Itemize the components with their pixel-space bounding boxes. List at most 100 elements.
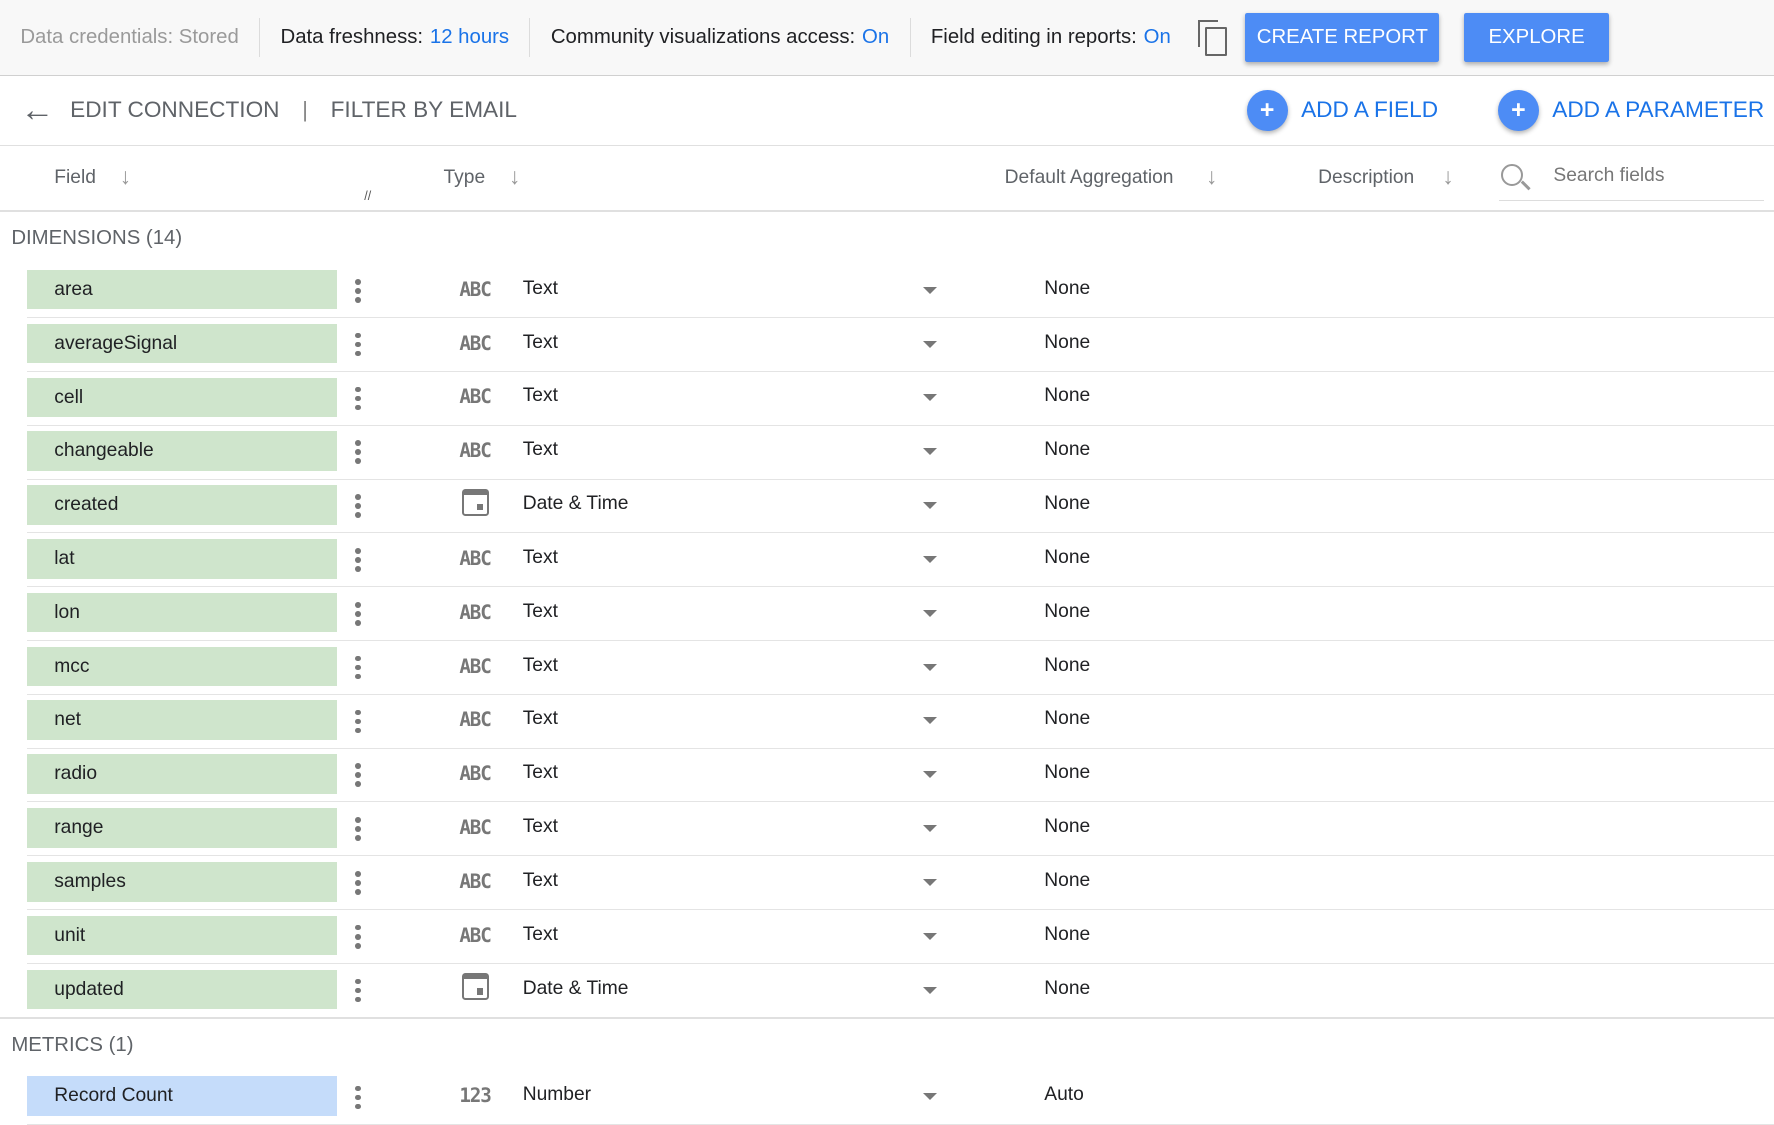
- column-description[interactable]: Description: [1318, 167, 1415, 189]
- search-fields[interactable]: [1499, 159, 1764, 201]
- type-dropdown-caret-icon[interactable]: [923, 663, 938, 671]
- sort-arrow-icon[interactable]: ↓: [119, 163, 132, 189]
- field-name-chip[interactable]: mcc: [27, 646, 338, 687]
- more-vert-icon[interactable]: [355, 921, 362, 952]
- field-type[interactable]: Text: [522, 816, 558, 838]
- field-name-chip[interactable]: updated: [27, 969, 338, 1010]
- create-report-button[interactable]: CREATE REPORT: [1245, 13, 1440, 62]
- column-resize-handle[interactable]: //: [364, 188, 372, 203]
- field-type[interactable]: Text: [522, 385, 558, 407]
- type-dropdown-caret-icon[interactable]: [923, 932, 938, 940]
- field-editing-value[interactable]: On: [1143, 25, 1171, 48]
- more-vert-icon[interactable]: [355, 706, 362, 737]
- type-dropdown-caret-icon[interactable]: [923, 609, 938, 617]
- field-type[interactable]: Text: [522, 546, 558, 568]
- edit-connection-link[interactable]: EDIT CONNECTION: [70, 97, 280, 123]
- default-aggregation[interactable]: Auto: [1044, 1084, 1084, 1106]
- field-type[interactable]: Text: [522, 923, 558, 945]
- search-input[interactable]: [1551, 163, 1760, 188]
- default-aggregation[interactable]: None: [1044, 546, 1091, 568]
- field-name-chip[interactable]: changeable: [27, 431, 338, 471]
- field-name-chip[interactable]: samples: [27, 861, 338, 902]
- default-aggregation[interactable]: None: [1044, 493, 1091, 515]
- more-vert-icon[interactable]: [355, 868, 362, 899]
- field-name-chip[interactable]: net: [27, 700, 338, 741]
- type-dropdown-caret-icon[interactable]: [923, 986, 938, 994]
- more-vert-icon[interactable]: [355, 760, 362, 791]
- field-editing[interactable]: Field editing in reports: On: [911, 18, 1192, 56]
- column-field[interactable]: Field: [54, 167, 96, 189]
- default-aggregation[interactable]: None: [1044, 439, 1091, 461]
- more-vert-icon[interactable]: [355, 652, 362, 683]
- type-dropdown-caret-icon[interactable]: [923, 502, 938, 510]
- field-name-chip[interactable]: averageSignal: [27, 323, 338, 364]
- type-dropdown-caret-icon[interactable]: [923, 340, 938, 348]
- sort-arrow-icon[interactable]: ↓: [1206, 163, 1218, 189]
- default-aggregation[interactable]: None: [1044, 869, 1091, 891]
- default-aggregation[interactable]: None: [1044, 654, 1091, 676]
- type-dropdown-caret-icon[interactable]: [923, 286, 938, 295]
- sort-arrow-icon[interactable]: ↓: [1442, 163, 1454, 189]
- default-aggregation[interactable]: None: [1044, 277, 1091, 299]
- back-arrow-icon[interactable]: ←: [20, 90, 55, 129]
- more-vert-icon[interactable]: [355, 437, 362, 468]
- field-type[interactable]: Text: [522, 869, 558, 891]
- more-vert-icon[interactable]: [355, 1082, 362, 1113]
- type-dropdown-caret-icon[interactable]: [923, 717, 938, 725]
- default-aggregation[interactable]: None: [1044, 331, 1091, 353]
- type-dropdown-caret-icon[interactable]: [923, 394, 938, 402]
- explore-button[interactable]: EXPLORE: [1464, 13, 1609, 62]
- default-aggregation[interactable]: None: [1044, 977, 1091, 999]
- field-name-chip[interactable]: radio: [27, 754, 338, 794]
- field-name-chip[interactable]: lon: [27, 592, 338, 633]
- type-dropdown-caret-icon[interactable]: [923, 1093, 938, 1101]
- copy-icon[interactable]: [1196, 18, 1230, 57]
- more-vert-icon[interactable]: [355, 545, 362, 576]
- type-dropdown-caret-icon[interactable]: [923, 448, 938, 456]
- more-vert-icon[interactable]: [355, 814, 362, 845]
- sort-arrow-icon[interactable]: ↓: [509, 163, 521, 189]
- data-freshness[interactable]: Data freshness: 12 hours: [260, 18, 531, 57]
- more-vert-icon[interactable]: [355, 383, 362, 414]
- field-name-chip[interactable]: area: [27, 269, 338, 310]
- default-aggregation[interactable]: None: [1044, 708, 1091, 730]
- more-vert-icon[interactable]: [355, 598, 362, 629]
- add-field-button[interactable]: + ADD A FIELD: [1246, 89, 1438, 131]
- field-type[interactable]: Text: [522, 331, 558, 353]
- type-dropdown-caret-icon[interactable]: [923, 555, 938, 564]
- type-dropdown-caret-icon[interactable]: [923, 771, 938, 779]
- field-type[interactable]: Text: [522, 600, 558, 622]
- more-vert-icon[interactable]: [355, 276, 362, 307]
- more-vert-icon[interactable]: [355, 329, 362, 360]
- freshness-value[interactable]: 12 hours: [429, 25, 510, 48]
- field-type[interactable]: Text: [522, 708, 558, 730]
- field-name-chip[interactable]: created: [27, 485, 338, 525]
- default-aggregation[interactable]: None: [1044, 762, 1091, 784]
- field-type[interactable]: Number: [522, 1084, 592, 1106]
- field-type[interactable]: Text: [522, 654, 558, 676]
- default-aggregation[interactable]: None: [1044, 923, 1091, 945]
- column-default-aggregation[interactable]: Default Aggregation: [1004, 167, 1174, 189]
- default-aggregation[interactable]: None: [1044, 385, 1091, 407]
- field-name-chip[interactable]: cell: [27, 377, 338, 418]
- type-dropdown-caret-icon[interactable]: [923, 878, 938, 887]
- community-label: Community visualizations access:: [550, 25, 856, 48]
- default-aggregation[interactable]: None: [1044, 816, 1091, 838]
- field-name-chip[interactable]: unit: [27, 915, 338, 956]
- default-aggregation[interactable]: None: [1044, 600, 1091, 622]
- type-dropdown-caret-icon[interactable]: [923, 825, 938, 833]
- more-vert-icon[interactable]: [355, 975, 362, 1006]
- add-parameter-button[interactable]: + ADD A PARAMETER: [1497, 89, 1764, 131]
- field-name-chip[interactable]: range: [27, 808, 338, 848]
- field-name-chip[interactable]: lat: [27, 538, 338, 579]
- field-type[interactable]: Text: [522, 762, 558, 784]
- column-type[interactable]: Type: [443, 167, 486, 189]
- community-viz-access[interactable]: Community visualizations access: On: [530, 18, 911, 57]
- field-type[interactable]: Date & Time: [522, 493, 629, 515]
- more-vert-icon[interactable]: [355, 491, 362, 522]
- field-type[interactable]: Text: [522, 277, 558, 299]
- field-type[interactable]: Date & Time: [522, 977, 629, 999]
- community-value[interactable]: On: [861, 25, 890, 48]
- field-type[interactable]: Text: [522, 439, 558, 461]
- field-name-chip[interactable]: Record Count: [27, 1076, 338, 1117]
